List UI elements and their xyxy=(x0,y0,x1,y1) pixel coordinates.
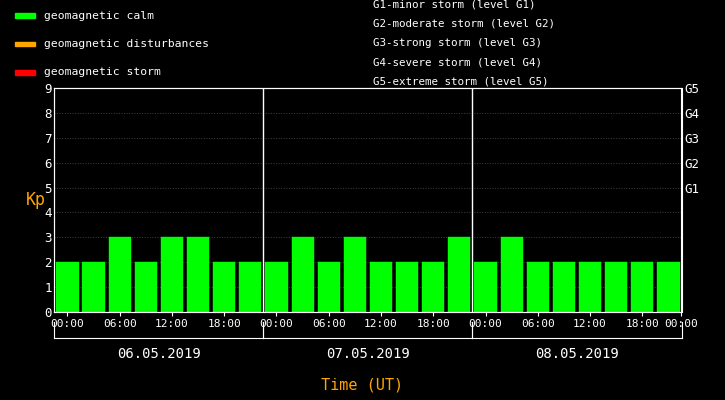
Bar xyxy=(448,237,471,312)
Bar xyxy=(14,42,35,46)
Bar xyxy=(370,262,392,312)
Bar xyxy=(239,262,262,312)
Bar xyxy=(579,262,601,312)
Bar xyxy=(396,262,418,312)
Text: G4-severe storm (level G4): G4-severe storm (level G4) xyxy=(373,58,542,68)
Bar xyxy=(83,262,104,312)
Bar xyxy=(500,237,523,312)
Text: geomagnetic disturbances: geomagnetic disturbances xyxy=(44,39,209,49)
Text: 08.05.2019: 08.05.2019 xyxy=(535,347,619,361)
Y-axis label: Kp: Kp xyxy=(26,191,46,209)
Bar xyxy=(109,237,130,312)
Bar xyxy=(161,237,183,312)
Bar xyxy=(658,262,679,312)
Bar xyxy=(135,262,157,312)
Text: G1-minor storm (level G1): G1-minor storm (level G1) xyxy=(373,0,536,9)
Bar xyxy=(318,262,340,312)
Bar xyxy=(552,262,575,312)
Bar xyxy=(474,262,497,312)
Text: 06.05.2019: 06.05.2019 xyxy=(117,347,201,361)
Text: G2-moderate storm (level G2): G2-moderate storm (level G2) xyxy=(373,19,555,29)
Bar xyxy=(344,237,366,312)
Text: G3-strong storm (level G3): G3-strong storm (level G3) xyxy=(373,38,542,48)
Bar xyxy=(57,262,78,312)
Bar xyxy=(14,70,35,74)
Bar xyxy=(14,14,35,18)
Bar xyxy=(291,237,314,312)
Bar xyxy=(187,237,210,312)
Text: G5-extreme storm (level G5): G5-extreme storm (level G5) xyxy=(373,77,549,87)
Text: 07.05.2019: 07.05.2019 xyxy=(326,347,410,361)
Bar xyxy=(605,262,627,312)
Text: Time (UT): Time (UT) xyxy=(321,377,404,392)
Bar xyxy=(213,262,236,312)
Bar xyxy=(422,262,444,312)
Text: geomagnetic storm: geomagnetic storm xyxy=(44,67,160,77)
Text: geomagnetic calm: geomagnetic calm xyxy=(44,11,154,21)
Bar xyxy=(631,262,653,312)
Bar xyxy=(265,262,288,312)
Bar xyxy=(526,262,549,312)
